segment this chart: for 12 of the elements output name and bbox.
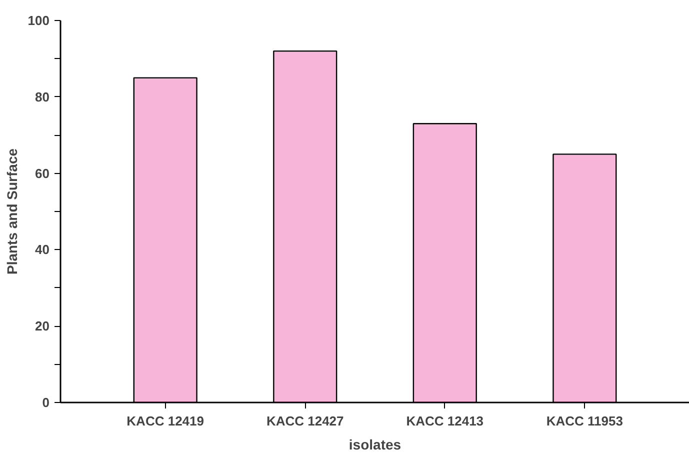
x-tick-label: KACC 12427	[266, 414, 344, 428]
y-tick-label: 20	[35, 318, 50, 334]
y-tick-label: 100	[28, 13, 50, 28]
x-tick-label: KACC 12413	[406, 414, 484, 428]
y-axis-title: Plants and Surface	[4, 148, 20, 275]
y-tick-label: 80	[35, 89, 50, 104]
x-axis-title: isolates	[348, 436, 402, 452]
y-tick-label: 0	[42, 395, 50, 410]
y-tick-label: 40	[35, 242, 50, 258]
y-tick-label: 60	[35, 166, 50, 181]
x-tick-label: KACC 12419	[126, 414, 204, 428]
x-tick-label: KACC 11953	[546, 414, 623, 428]
